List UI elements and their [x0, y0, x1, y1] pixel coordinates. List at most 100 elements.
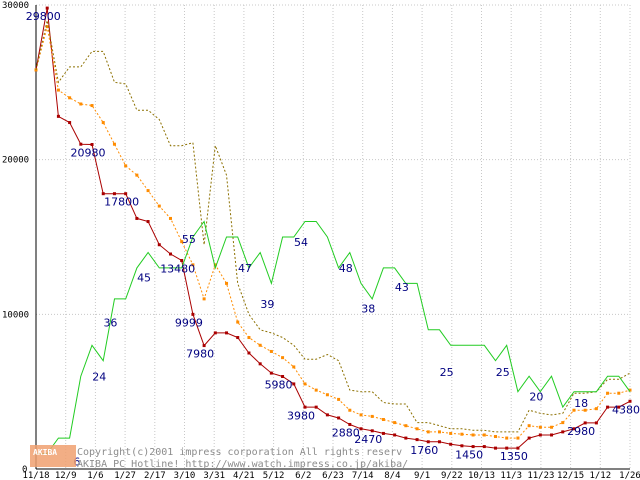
series-marker-average [135, 173, 139, 177]
series-marker-average [561, 421, 565, 425]
series-marker-price [146, 220, 150, 224]
x-tick-label: 1/27 [114, 471, 136, 480]
series-marker-average [449, 431, 453, 435]
series-marker-average [202, 297, 206, 301]
series-marker-average [516, 436, 520, 440]
series-marker-price [90, 143, 94, 147]
series-marker-price [628, 399, 632, 403]
data-label: 25 [440, 366, 454, 379]
x-tick-label: 12/15 [557, 471, 584, 480]
series-marker-average [393, 421, 397, 425]
data-label: 7980 [186, 348, 214, 361]
series-marker-average [68, 96, 72, 100]
series-marker-price [124, 192, 128, 196]
data-label: 20 [529, 391, 543, 404]
series-marker-price [561, 430, 565, 434]
data-label: 36 [103, 316, 117, 329]
data-label: 6 [73, 456, 80, 469]
series-marker-average [471, 433, 475, 437]
series-marker-average [56, 88, 60, 92]
copyright-line-1: Copyright(c)2001 impress corporation All… [77, 447, 402, 458]
series-marker-price [527, 436, 531, 440]
series-marker-average [538, 425, 542, 429]
series-marker-price [449, 442, 453, 446]
series-marker-average [314, 388, 318, 392]
series-marker-average [404, 424, 408, 428]
series-marker-average [191, 263, 195, 267]
y-tick-label: 10000 [2, 310, 29, 320]
series-marker-average [146, 189, 150, 193]
series-marker-price [393, 433, 397, 437]
series-marker-average [505, 436, 509, 440]
series-marker-average [236, 320, 240, 324]
series-marker-price [437, 440, 441, 444]
series-marker-price [494, 446, 498, 450]
data-label: 47 [238, 262, 252, 275]
series-marker-average [124, 164, 128, 168]
series-line-average [35, 26, 631, 439]
series-marker-price [594, 421, 598, 425]
series-marker-average [628, 388, 632, 392]
x-tick-label: 5/12 [263, 471, 285, 480]
series-marker-average [572, 408, 576, 412]
series-marker-average [213, 263, 217, 267]
data-label: 17800 [104, 196, 139, 209]
series-marker-average [337, 397, 341, 401]
series-marker-average [325, 393, 329, 397]
series-marker-average [79, 102, 83, 106]
series-marker-price [617, 405, 621, 409]
series-marker-average [90, 104, 94, 108]
series-marker-average [258, 343, 262, 347]
logo-text: AKIBA [33, 448, 57, 457]
series-marker-average [550, 425, 554, 429]
x-tick-label: 1/12 [589, 471, 611, 480]
data-label: 3980 [287, 409, 315, 422]
data-label: 25 [496, 366, 510, 379]
data-label: 2980 [567, 425, 595, 438]
x-tick-label: 9/22 [441, 471, 463, 480]
series-marker-average [437, 430, 441, 434]
series-marker-price [112, 192, 116, 196]
data-label: 43 [395, 281, 409, 294]
data-label: 5980 [265, 379, 293, 392]
y-tick-label: 30000 [2, 1, 29, 11]
series-marker-price [101, 192, 105, 196]
series-marker-price [460, 444, 464, 448]
series-marker-average [281, 356, 285, 360]
data-label: 1450 [455, 449, 483, 462]
x-tick-label: 9/1 [414, 471, 430, 480]
y-tick-labels: 0 10000 20000 30000 [2, 1, 29, 475]
series-marker-average [45, 25, 49, 29]
data-label: 2880 [332, 426, 360, 439]
data-label: 45 [137, 271, 151, 284]
y-tick-label: 0 [22, 465, 27, 475]
series-marker-price [550, 433, 554, 437]
x-tick-label: 11/3 [500, 471, 522, 480]
x-tick-label: 3/31 [203, 471, 225, 480]
series-marker-average [225, 281, 229, 285]
series-marker-price [202, 344, 206, 348]
series-marker-price [404, 436, 408, 440]
series-marker-average [583, 408, 587, 412]
series-marker-average [269, 349, 273, 353]
series-marker-average [112, 142, 116, 146]
series-marker-average [180, 240, 184, 244]
data-label: 39 [260, 298, 274, 311]
series-marker-price [505, 446, 509, 450]
data-label: 55 [182, 233, 196, 246]
data-label: 4380 [612, 403, 640, 416]
series-marker-price [45, 6, 49, 10]
series-marker-price [471, 445, 475, 449]
series-marker-price [348, 422, 352, 426]
data-label: 54 [294, 236, 308, 249]
series-marker-price [359, 427, 363, 431]
series-marker-price [572, 427, 576, 431]
x-tick-label: 8/4 [384, 471, 400, 480]
x-tick-label: 10/13 [468, 471, 495, 480]
series-marker-average [527, 424, 531, 428]
series-marker-price [168, 252, 172, 256]
data-label: 1350 [500, 450, 528, 463]
series-marker-price [213, 331, 217, 335]
